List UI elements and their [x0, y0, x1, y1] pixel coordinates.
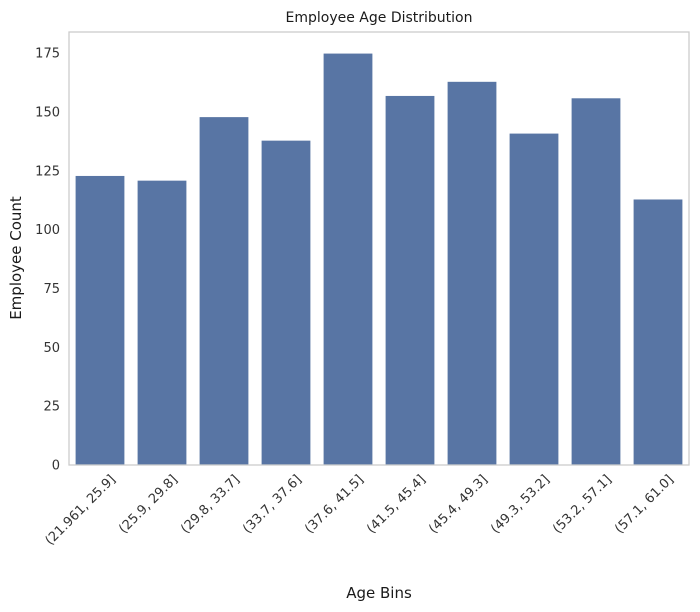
bars-group	[74, 52, 684, 466]
x-tick-label: (57.1, 61.0]	[612, 472, 677, 537]
y-tick-label: 125	[35, 164, 60, 179]
x-tick-label: (25.9, 29.8]	[116, 472, 181, 537]
x-tick-label: (21.961, 25.9]	[43, 472, 119, 548]
bar	[446, 81, 498, 466]
x-axis: (21.961, 25.9](25.9, 29.8](29.8, 33.7](3…	[43, 472, 677, 548]
y-axis-label: Employee Count	[7, 196, 25, 320]
x-tick-label: (41.5, 45.4]	[364, 472, 429, 537]
y-tick-label: 100	[35, 223, 60, 238]
bar	[322, 52, 374, 466]
x-tick-label: (53.2, 57.1]	[550, 472, 615, 537]
plot-frame	[68, 31, 690, 466]
y-tick-label: 0	[52, 459, 60, 474]
bar	[508, 132, 560, 466]
x-tick-label: (29.8, 33.7]	[178, 472, 243, 537]
x-tick-label: (33.7, 37.6]	[240, 472, 305, 537]
x-tick-label: (37.6, 41.5]	[302, 472, 367, 537]
x-tick-label: (49.3, 53.2]	[488, 472, 553, 537]
chart-title: Employee Age Distribution	[286, 10, 473, 26]
bar	[260, 139, 312, 466]
y-tick-label: 75	[43, 282, 60, 297]
bar	[384, 95, 436, 466]
bar	[136, 179, 188, 466]
y-tick-label: 50	[43, 341, 60, 356]
bar	[632, 198, 684, 466]
y-tick-label: 25	[43, 400, 60, 415]
bar	[198, 116, 250, 466]
y-axis: 0 25 50 75 100 125 150 175	[35, 47, 60, 474]
x-axis-label: Age Bins	[346, 584, 412, 602]
x-tick-label: (45.4, 49.3]	[426, 472, 491, 537]
y-tick-label: 150	[35, 106, 60, 121]
bar	[74, 175, 126, 466]
bar	[570, 97, 622, 466]
y-tick-label: 175	[35, 47, 60, 62]
